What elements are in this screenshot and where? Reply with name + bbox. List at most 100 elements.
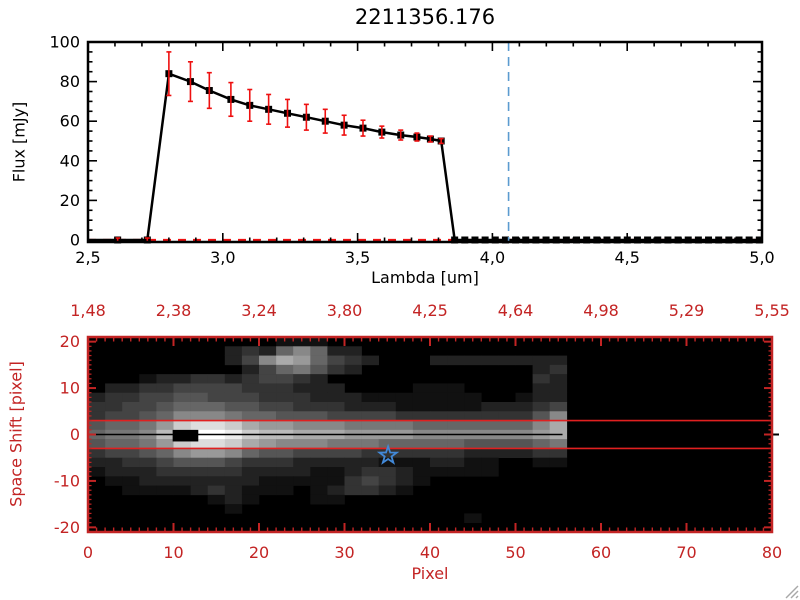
intensity-cell (173, 402, 191, 412)
intensity-cell (395, 402, 414, 412)
intensity-cell (430, 383, 448, 394)
intensity-cell (515, 411, 533, 421)
intensity-cell (207, 485, 226, 496)
intensity-cell (515, 402, 533, 412)
intensity-cell (464, 392, 482, 403)
intensity-cell (412, 457, 431, 468)
window-resize-grip[interactable] (782, 582, 799, 599)
intensity-cell (447, 457, 465, 468)
image-x-tick-label: 10 (163, 543, 183, 562)
flux-data-marker (532, 236, 540, 244)
intensity-cell (259, 457, 277, 468)
intensity-cell (276, 439, 294, 449)
intensity-cell (464, 457, 482, 468)
intensity-cell (88, 457, 106, 468)
intensity-cell (156, 467, 174, 477)
intensity-cell (515, 392, 533, 403)
intensity-cell (515, 420, 533, 431)
intensity-cell (276, 383, 294, 394)
intensity-cell (532, 392, 550, 403)
intensity-cell (224, 485, 243, 496)
intensity-cell (105, 476, 123, 486)
intensity-cell (122, 467, 140, 477)
flux-data-marker (603, 236, 611, 244)
intensity-cell (88, 402, 106, 412)
intensity-cell (276, 392, 294, 403)
intensity-cell (344, 402, 362, 412)
intensity-cell (515, 355, 533, 366)
intensity-cell (481, 439, 499, 449)
intensity-cell (224, 346, 243, 356)
intensity-cell (190, 457, 208, 468)
intensity-cell (122, 448, 140, 459)
intensity-cell (310, 439, 328, 449)
intensity-cell (156, 476, 174, 486)
intensity-cell (173, 457, 191, 468)
intensity-cell (139, 457, 157, 468)
intensity-cell (224, 374, 243, 384)
intensity-cell (122, 439, 140, 449)
intensity-cell (361, 476, 379, 486)
intensity-cell (310, 411, 328, 421)
intensity-cell (88, 439, 106, 449)
y-tick-label: 100 (49, 33, 80, 52)
intensity-cell (122, 402, 140, 412)
intensity-cell (395, 439, 414, 449)
flux-data-marker (512, 236, 520, 244)
intensity-cell (173, 420, 191, 431)
y-tick-label: 20 (60, 191, 80, 210)
intensity-cell (464, 402, 482, 412)
intensity-cell (327, 411, 345, 421)
intensity-cell (430, 355, 448, 366)
intensity-cell (549, 402, 568, 412)
intensity-cell (498, 439, 516, 449)
intensity-cell (361, 420, 379, 431)
intensity-cell (259, 392, 277, 403)
intensity-cell (430, 439, 448, 449)
intensity-cell (327, 346, 345, 356)
flux-data-marker (664, 236, 672, 244)
intensity-cell (276, 457, 294, 468)
image-x-tick-label: 20 (249, 543, 269, 562)
intensity-cell (310, 485, 328, 496)
intensity-cell (549, 439, 568, 449)
wavelength-top-label: 4,25 (412, 301, 448, 320)
saturation-marker (172, 429, 199, 442)
intensity-cell (259, 420, 277, 431)
intensity-cell (293, 392, 311, 403)
intensity-cell (173, 439, 191, 449)
intensity-cell (549, 411, 568, 421)
intensity-cell (259, 448, 277, 459)
wavelength-top-label: 3,80 (327, 301, 363, 320)
intensity-cell (259, 485, 277, 496)
intensity-cell (310, 494, 328, 505)
wavelength-top-label: 2,38 (156, 301, 192, 320)
intensity-cell (190, 392, 208, 403)
intensity-cell (224, 494, 243, 505)
intensity-cell (412, 448, 431, 459)
intensity-cell (276, 411, 294, 421)
intensity-cell (412, 411, 431, 421)
intensity-cell (105, 439, 123, 449)
intensity-cell (293, 364, 311, 375)
intensity-cell (327, 467, 345, 477)
intensity-cell (327, 476, 345, 486)
flux-data-marker (654, 236, 662, 244)
intensity-cell (378, 439, 397, 449)
intensity-cell (378, 402, 397, 412)
intensity-cell (549, 420, 568, 431)
intensity-cell (549, 448, 568, 459)
intensity-cell (241, 392, 260, 403)
intensity-cell (156, 402, 174, 412)
intensity-cell (293, 420, 311, 431)
intensity-cell (259, 402, 277, 412)
intensity-cell (430, 420, 448, 431)
intensity-cell (327, 457, 345, 468)
intensity-cell (378, 467, 397, 477)
intensity-cell (105, 411, 123, 421)
wavelength-top-label: 4,98 (583, 301, 619, 320)
intensity-cell (361, 439, 379, 449)
intensity-cell (122, 485, 140, 496)
intensity-cell (207, 402, 226, 412)
